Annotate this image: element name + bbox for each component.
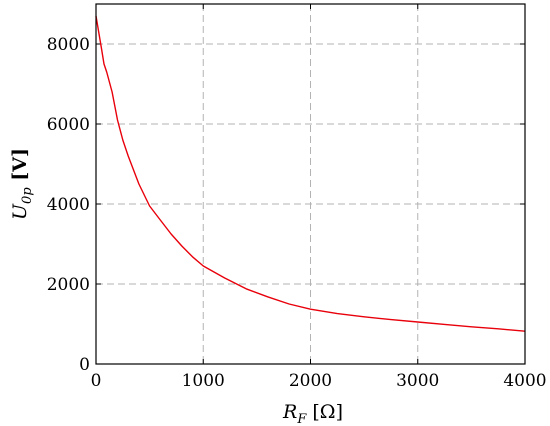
- y-tick-label: 8000: [47, 35, 90, 55]
- series-line: [95, 15, 526, 332]
- x-tick-label: 2000: [289, 371, 332, 391]
- y-tick-labels: 0 2000 4000 6000 8000: [47, 35, 90, 375]
- grid: [96, 4, 525, 364]
- y-tick-label: 0: [79, 355, 90, 375]
- y-axis-label-sub: 0p: [20, 187, 35, 204]
- x-axis-label: RF [Ω]: [282, 401, 343, 426]
- x-tick-labels: 0 1000 2000 3000 4000: [91, 371, 547, 391]
- y-axis-label-unit: [V]: [9, 148, 31, 187]
- x-tick-label: 0: [91, 371, 102, 391]
- x-axis-label-unit: [Ω]: [306, 401, 343, 423]
- x-axis-label-sub: F: [296, 412, 307, 426]
- y-tick-label: 4000: [47, 195, 90, 215]
- plot-frame: [95, 3, 526, 365]
- y-axis-label: U0p [V]: [9, 148, 35, 220]
- x-tick-label: 4000: [503, 371, 546, 391]
- series-layer: [95, 15, 526, 332]
- x-tick-label: 1000: [182, 371, 225, 391]
- x-axis-label-main: R: [282, 401, 297, 423]
- x-tick-label: 3000: [396, 371, 439, 391]
- y-axis-label-main: U: [9, 203, 31, 220]
- y-tick-label: 6000: [47, 115, 90, 135]
- y-tick-label: 2000: [47, 275, 90, 295]
